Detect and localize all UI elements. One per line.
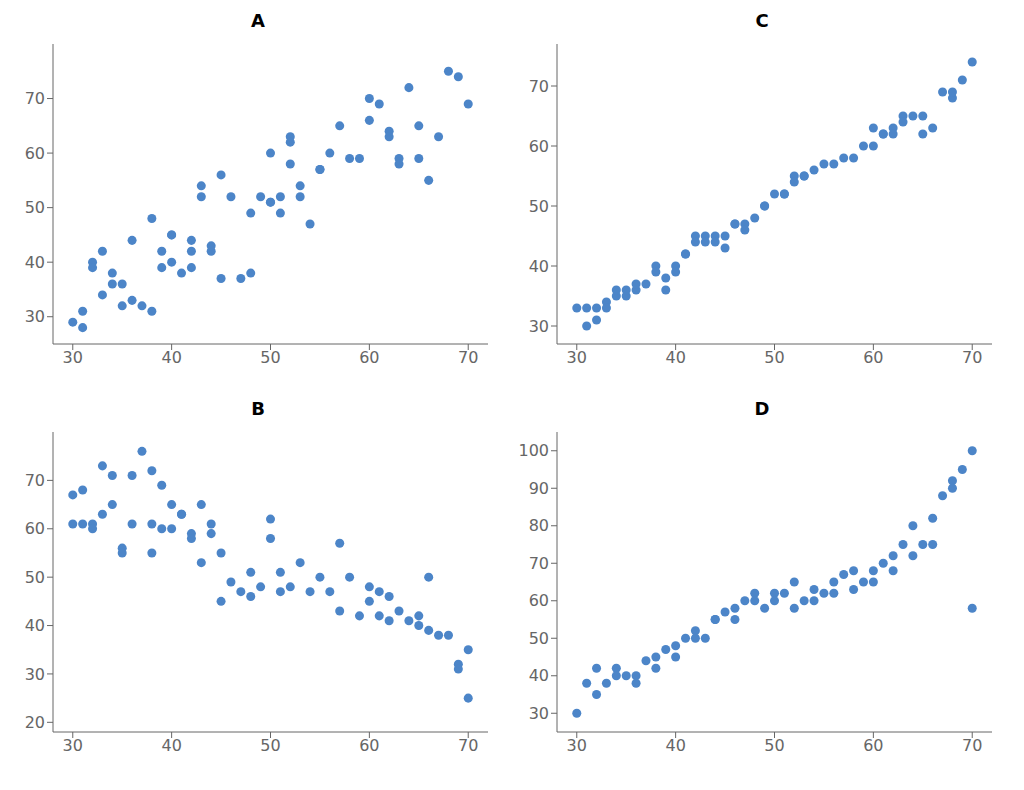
html-text:C: C [755, 10, 769, 31]
svg-text:60: 60 [359, 736, 379, 755]
svg-text:50: 50 [764, 348, 784, 367]
svg-text:40: 40 [161, 348, 181, 367]
svg-text:70: 70 [962, 736, 982, 755]
svg-text:30: 30 [63, 736, 83, 755]
svg-text:40: 40 [665, 348, 685, 367]
svg-text:40: 40 [25, 616, 45, 635]
html-text:D: D [754, 398, 770, 419]
svg-text:50: 50 [260, 736, 280, 755]
svg-text:40: 40 [529, 666, 549, 685]
svg-text:80: 80 [529, 516, 549, 535]
svg-text:30: 30 [567, 736, 587, 755]
svg-text:60: 60 [25, 519, 45, 538]
svg-text:50: 50 [529, 197, 549, 216]
svg-text:70: 70 [529, 77, 549, 96]
svg-text:30: 30 [567, 348, 587, 367]
svg-text:60: 60 [529, 591, 549, 610]
svg-text:70: 70 [458, 736, 478, 755]
svg-text:20: 20 [25, 713, 45, 732]
svg-text:60: 60 [359, 348, 379, 367]
svg-text:60: 60 [863, 348, 883, 367]
svg-text:50: 50 [25, 568, 45, 587]
html-text:B: B [251, 398, 265, 419]
svg-text:30: 30 [63, 348, 83, 367]
svg-text:50: 50 [260, 348, 280, 367]
svg-text:40: 40 [529, 257, 549, 276]
svg-text:70: 70 [962, 348, 982, 367]
svg-text:40: 40 [161, 736, 181, 755]
svg-text:40: 40 [25, 253, 45, 272]
svg-text:30: 30 [25, 665, 45, 684]
svg-text:100: 100 [518, 441, 549, 460]
svg-text:40: 40 [665, 736, 685, 755]
svg-text:50: 50 [764, 736, 784, 755]
svg-text:60: 60 [529, 137, 549, 156]
svg-text:70: 70 [25, 89, 45, 108]
svg-text:30: 30 [529, 704, 549, 723]
svg-text:90: 90 [529, 479, 549, 498]
svg-text:70: 70 [25, 471, 45, 490]
svg-text:60: 60 [25, 144, 45, 163]
svg-text:30: 30 [25, 307, 45, 326]
svg-text:50: 50 [529, 629, 549, 648]
svg-text:50: 50 [25, 198, 45, 217]
svg-text:70: 70 [529, 554, 549, 573]
html-text:A: A [251, 10, 265, 31]
svg-text:70: 70 [458, 348, 478, 367]
svg-text:30: 30 [529, 317, 549, 336]
svg-text:60: 60 [863, 736, 883, 755]
